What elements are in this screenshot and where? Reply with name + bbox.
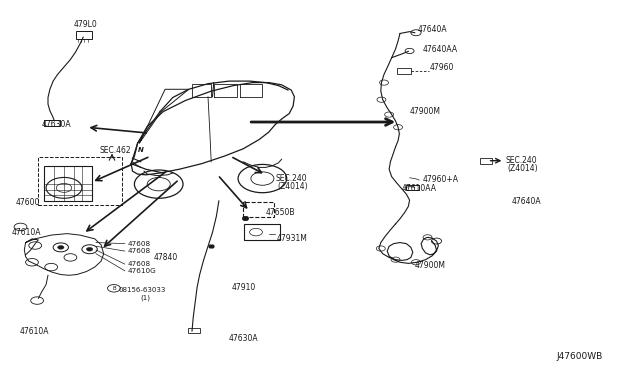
Text: SEC.462: SEC.462 — [99, 146, 131, 155]
Bar — [188, 328, 200, 333]
Text: 47630A: 47630A — [229, 334, 259, 343]
Text: 47610A: 47610A — [12, 228, 41, 237]
Circle shape — [58, 246, 64, 249]
Text: 47608: 47608 — [128, 241, 151, 247]
Text: 47900M: 47900M — [415, 262, 445, 270]
Text: 47610G: 47610G — [128, 268, 157, 274]
Text: 47640A: 47640A — [417, 25, 447, 34]
Bar — [44, 166, 92, 201]
Text: (1): (1) — [141, 294, 151, 301]
Text: 47650B: 47650B — [266, 208, 295, 217]
Text: 47640A: 47640A — [512, 197, 541, 206]
Bar — [38, 157, 122, 205]
Text: 47910: 47910 — [232, 283, 256, 292]
Text: (Z4014): (Z4014) — [508, 164, 538, 173]
Bar — [480, 158, 492, 164]
Text: 47960: 47960 — [430, 63, 454, 72]
Text: 47640AA: 47640AA — [422, 45, 458, 54]
Text: 47900M: 47900M — [410, 107, 440, 116]
Text: 47608: 47608 — [128, 261, 151, 267]
Bar — [397, 68, 411, 74]
Bar — [76, 31, 92, 39]
Text: N: N — [138, 147, 144, 153]
Bar — [44, 120, 60, 126]
Text: SEC.240: SEC.240 — [506, 156, 537, 165]
Text: 08156-63033: 08156-63033 — [118, 287, 166, 293]
Circle shape — [86, 247, 93, 251]
Text: 47960+A: 47960+A — [422, 175, 458, 184]
Text: B: B — [112, 286, 116, 291]
Bar — [244, 224, 280, 240]
Text: 479L0: 479L0 — [74, 20, 97, 29]
Text: 47600: 47600 — [16, 198, 40, 207]
Text: 47630A: 47630A — [42, 120, 71, 129]
Text: SEC.240: SEC.240 — [275, 174, 307, 183]
Text: (Z4014): (Z4014) — [277, 182, 308, 190]
Text: 47840: 47840 — [154, 253, 178, 262]
Bar — [406, 185, 419, 190]
Text: 47931M: 47931M — [276, 234, 307, 243]
Text: 47610AA: 47610AA — [402, 185, 437, 193]
Bar — [243, 202, 274, 217]
Text: 47610A: 47610A — [19, 327, 49, 336]
Text: J47600WB: J47600WB — [557, 352, 603, 361]
Text: 47608: 47608 — [128, 248, 151, 254]
